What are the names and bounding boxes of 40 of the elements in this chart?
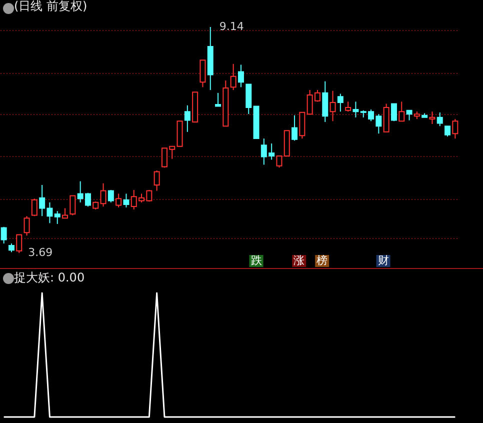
candlestick — [215, 92, 222, 107]
candlestick — [31, 198, 38, 217]
candlestick — [70, 195, 76, 216]
candlestick — [184, 104, 190, 132]
candlestick — [0, 226, 7, 244]
annotation: 3.69 — [28, 246, 53, 259]
candlestick — [16, 234, 22, 254]
candlestick — [390, 103, 397, 122]
candlestick — [345, 101, 352, 112]
candlestick — [436, 112, 443, 127]
candlestick — [352, 101, 359, 118]
candlestick — [100, 182, 106, 208]
candlestick — [246, 84, 252, 115]
candlestick — [429, 111, 436, 125]
candlestick — [322, 80, 328, 122]
candlestick — [230, 63, 236, 91]
chart-title: 捉大妖: 0.00 — [14, 270, 85, 284]
candlestick — [108, 189, 114, 203]
candlestick — [24, 216, 30, 236]
candlestick — [292, 114, 298, 142]
candlestick — [337, 93, 344, 112]
candlestick — [444, 126, 451, 137]
chart-title: (日线 前复权) — [14, 0, 88, 13]
candlestick — [406, 110, 412, 121]
candlestick — [123, 193, 130, 208]
text: 跌 — [250, 254, 262, 267]
candlestick — [54, 210, 60, 224]
text: 财 — [378, 254, 389, 267]
candlestick — [62, 208, 68, 219]
candlestick — [200, 60, 206, 88]
candlestick — [330, 90, 336, 122]
candlestick — [299, 112, 306, 140]
annotation: 9.14 — [219, 20, 244, 33]
candlestick — [154, 170, 160, 192]
candlestick — [116, 193, 122, 208]
candlestick — [398, 101, 405, 122]
text: 涨 — [294, 254, 305, 267]
text: 榜 — [316, 254, 328, 267]
candlestick — [276, 155, 282, 168]
candlestick — [238, 64, 244, 88]
